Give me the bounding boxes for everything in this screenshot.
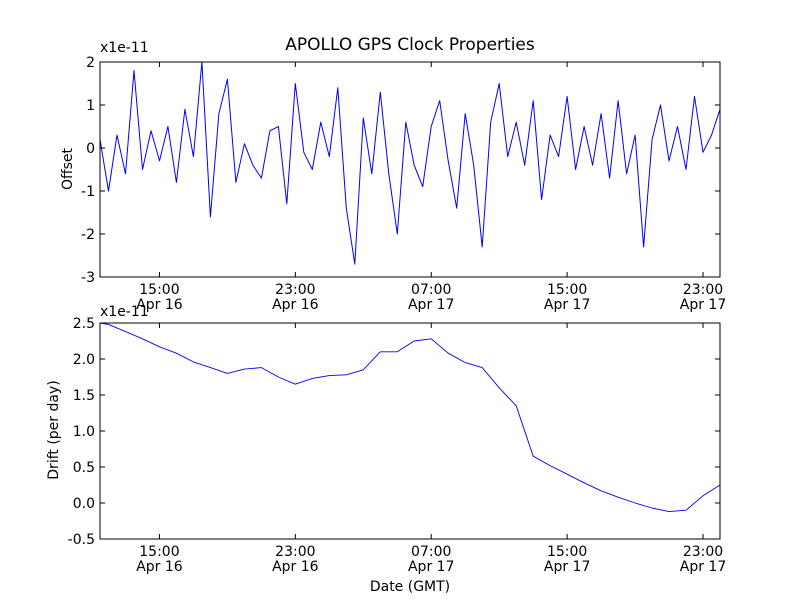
- x-tick-date-label: Apr 16: [136, 297, 183, 313]
- x-tick-time-label: 15:00: [547, 282, 587, 298]
- x-tick-date-label: Apr 17: [680, 297, 726, 313]
- drift-y-axis-label: Drift (per day): [46, 380, 62, 479]
- offset-y-axis-label: Offset: [60, 147, 76, 190]
- y-tick-label: -0.5: [68, 532, 95, 548]
- x-tick-date-label: Apr 17: [408, 297, 454, 313]
- offset-y-scale-label: x1e-11: [100, 40, 149, 56]
- x-tick-time-label: 23:00: [275, 544, 315, 560]
- x-tick-time-label: 23:00: [683, 544, 723, 560]
- y-tick-label: 2.0: [73, 352, 95, 368]
- drift-y-scale-label: x1e-11: [100, 304, 149, 320]
- x-tick-time-label: 23:00: [275, 282, 315, 298]
- drift-panel: x1e-11 Drift (per day) Date (GMT) 2.5 2.0…: [46, 304, 726, 595]
- x-tick-date-label: Apr 16: [136, 559, 183, 575]
- y-tick-label: -3: [81, 270, 95, 286]
- plot-frame: [99, 61, 721, 278]
- y-tick-label: 0.5: [73, 460, 95, 476]
- series-line: [99, 322, 721, 513]
- x-tick-time-label: 07:00: [411, 544, 451, 560]
- y-tick-label: 0.0: [73, 496, 95, 512]
- x-tick-date-label: Apr 17: [408, 559, 454, 575]
- y-tick-label: -2: [81, 227, 95, 243]
- x-tick-date-label: Apr 17: [680, 559, 726, 575]
- y-tick-label: 1.5: [73, 388, 95, 404]
- x-tick-date-label: Apr 17: [544, 559, 590, 575]
- x-tick-time-label: 07:00: [411, 282, 451, 298]
- y-tick-label: 2.5: [73, 316, 95, 332]
- y-tick-label: 0: [86, 141, 95, 157]
- y-tick-label: 1.0: [73, 424, 95, 440]
- y-tick-label: 1: [86, 98, 95, 114]
- x-tick-date-label: Apr 17: [544, 297, 590, 313]
- x-tick-time-label: 15:00: [139, 282, 179, 298]
- series-line: [99, 61, 721, 265]
- x-tick-time-label: 15:00: [547, 544, 587, 560]
- x-tick-date-label: Apr 16: [272, 297, 319, 313]
- chart-title: APOLLO GPS Clock Properties: [285, 35, 535, 55]
- x-tick-date-label: Apr 16: [272, 559, 319, 575]
- y-tick-label: 2: [86, 55, 95, 71]
- y-tick-label: -1: [81, 184, 95, 200]
- x-axis-label: Date (GMT): [370, 579, 450, 595]
- x-tick-time-label: 15:00: [139, 544, 179, 560]
- x-tick-time-label: 23:00: [683, 282, 723, 298]
